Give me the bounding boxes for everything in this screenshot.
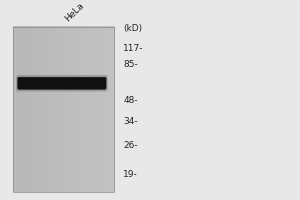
Bar <box>13 27 114 192</box>
Text: 26-: 26- <box>123 141 138 150</box>
Text: HeLa: HeLa <box>63 1 86 24</box>
FancyBboxPatch shape <box>16 75 108 91</box>
Text: 85-: 85- <box>123 60 138 69</box>
FancyBboxPatch shape <box>18 77 106 89</box>
Text: 48-: 48- <box>123 96 138 105</box>
Text: 19-: 19- <box>123 170 138 179</box>
Text: (kD): (kD) <box>123 24 142 33</box>
Text: 34-: 34- <box>123 117 138 126</box>
Text: 117-: 117- <box>123 44 144 53</box>
